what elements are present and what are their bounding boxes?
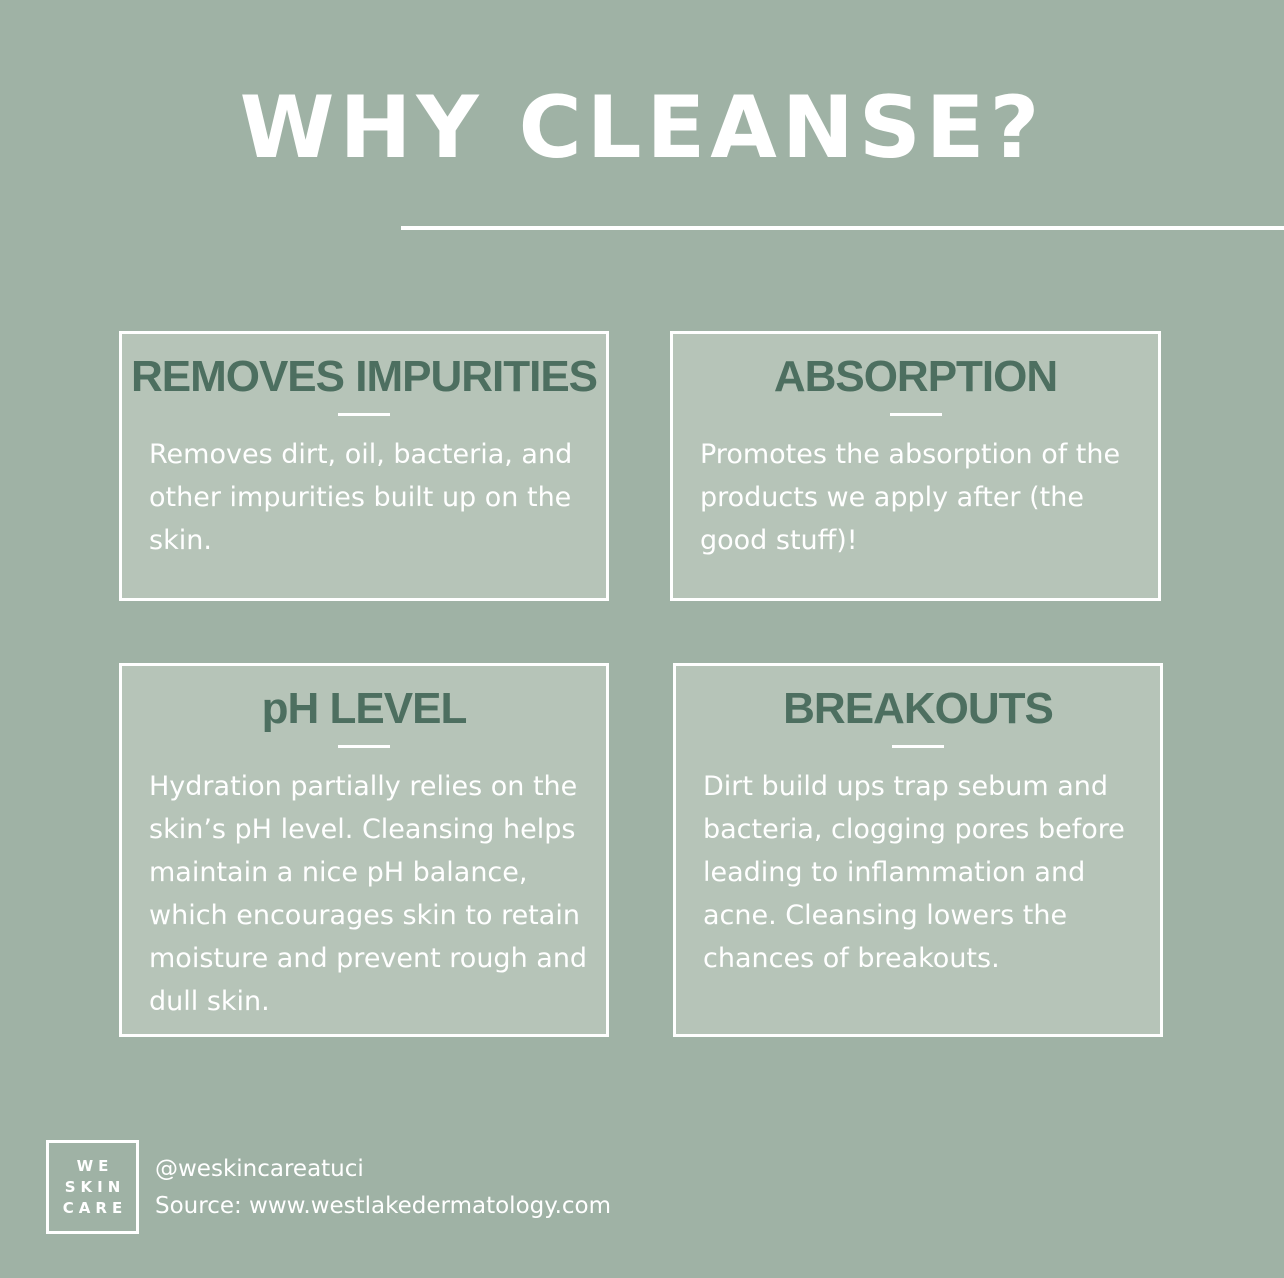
- card-removes-impurities: REMOVES IMPURITIES Removes dirt, oil, ba…: [119, 331, 609, 601]
- card-divider: [889, 413, 942, 416]
- card-heading: pH LEVEL: [261, 684, 468, 733]
- we-skin-care-logo: WE SKIN CARE: [46, 1140, 139, 1234]
- card-breakouts: BREAKOUTS Dirt build ups trap sebum and …: [673, 663, 1163, 1037]
- card-body: Promotes the absorption of the products …: [700, 439, 1121, 556]
- page-title: WHY CLEANSE?: [239, 78, 1045, 178]
- logo-line: CARE: [62, 1198, 128, 1217]
- logo-line: WE: [76, 1156, 114, 1175]
- social-handle: @weskincareatuci: [155, 1156, 364, 1182]
- card-heading: ABSORPTION: [773, 352, 1058, 401]
- card-ph-level: pH LEVEL Hydration partially relies on t…: [119, 663, 609, 1037]
- source-credit: Source: www.westlakedermatology.com: [155, 1193, 612, 1219]
- card-heading: BREAKOUTS: [783, 684, 1054, 733]
- card-heading: REMOVES IMPURITIES: [130, 352, 598, 401]
- card-body: Removes dirt, oil, bacteria, and other i…: [149, 439, 573, 556]
- title-divider: [401, 226, 1284, 230]
- card-divider: [338, 745, 390, 748]
- card-absorption: ABSORPTION Promotes the absorption of th…: [670, 331, 1161, 601]
- card-divider: [338, 413, 390, 416]
- card-body: Dirt build ups trap sebum and bacteria, …: [703, 771, 1125, 974]
- logo-line: SKIN: [64, 1177, 126, 1196]
- card-divider: [892, 745, 944, 748]
- card-body: Hydration partially relies on the skin’s…: [149, 771, 588, 1017]
